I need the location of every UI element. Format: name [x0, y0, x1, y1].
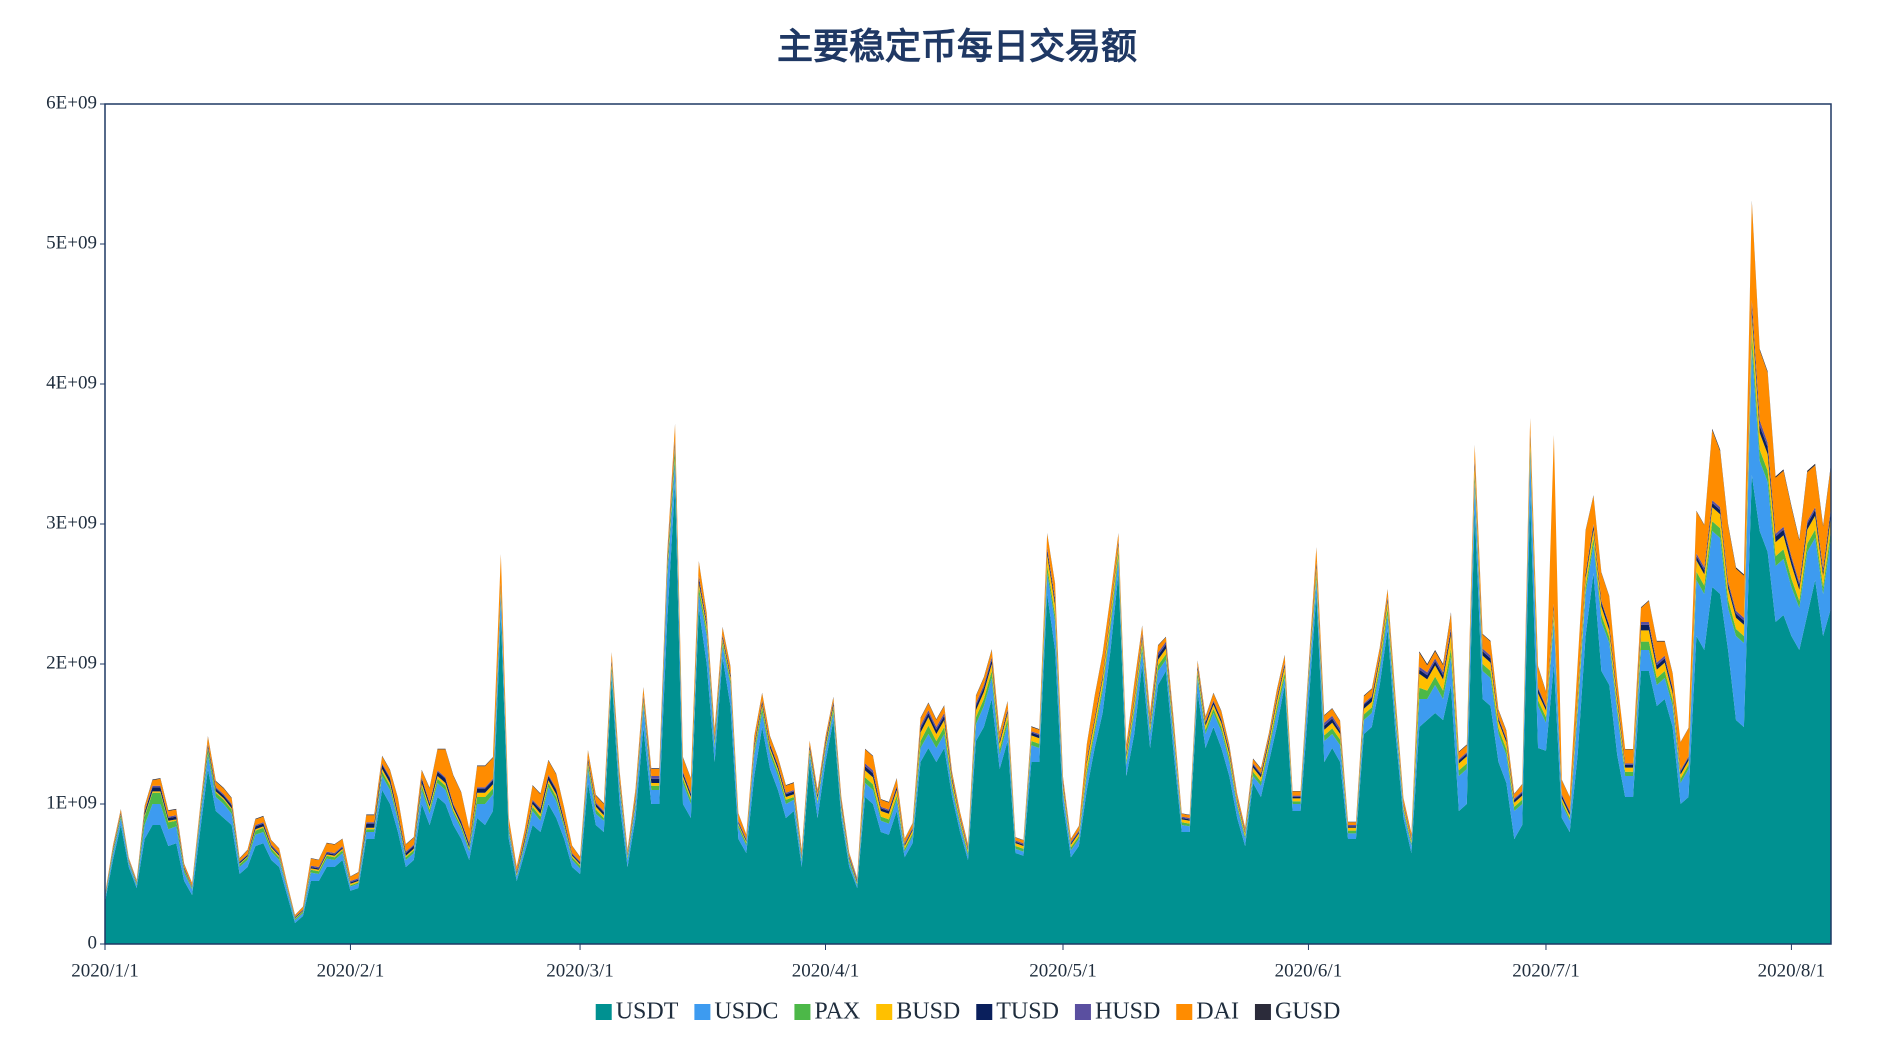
x-tick-label: 2020/8/1 — [1758, 960, 1826, 981]
legend-label: BUSD — [896, 999, 960, 1025]
x-tick-label: 2020/2/1 — [317, 960, 385, 981]
x-tick-label: 2020/7/1 — [1512, 960, 1580, 981]
legend-label: TUSD — [996, 999, 1059, 1025]
legend-swatch — [876, 1004, 893, 1020]
legend-swatch — [1176, 1004, 1193, 1020]
y-tick-label: 5E+09 — [46, 232, 97, 253]
legend-swatch — [794, 1004, 811, 1020]
y-tick-label: 6E+09 — [46, 92, 97, 113]
legend-label: USDT — [616, 999, 679, 1025]
legend-swatch — [976, 1004, 993, 1020]
x-tick-label: 2020/3/1 — [546, 960, 614, 981]
legend-swatch — [1254, 1004, 1271, 1020]
legend-label: GUSD — [1275, 999, 1340, 1025]
area — [105, 475, 1831, 944]
legend-label: PAX — [814, 999, 860, 1025]
x-tick-label: 2020/4/1 — [792, 960, 860, 981]
legend-swatch — [694, 1004, 711, 1020]
y-tick-label: 4E+09 — [46, 372, 97, 393]
plot-area — [105, 200, 1831, 944]
y-tick-label: 0 — [88, 932, 98, 953]
y-tick-label: 3E+09 — [46, 512, 97, 533]
legend-label: DAI — [1196, 999, 1239, 1025]
y-tick-label: 1E+09 — [46, 792, 97, 813]
x-tick-label: 2020/6/1 — [1275, 960, 1343, 981]
legend-swatch — [1074, 1004, 1091, 1020]
legend-label: HUSD — [1095, 999, 1160, 1025]
x-tick-label: 2020/5/1 — [1029, 960, 1097, 981]
legend: USDT USDC PAX BUSD TUSD HUSD DAI GUSD — [595, 999, 1340, 1025]
legend-label: USDC — [714, 999, 778, 1025]
legend-swatch — [595, 1004, 612, 1020]
x-tick-label: 2020/1/1 — [71, 960, 139, 981]
area — [105, 349, 1831, 923]
y-tick-label: 2E+09 — [46, 652, 97, 673]
chart-title: 主要稳定币每日交易额 — [777, 25, 1137, 66]
